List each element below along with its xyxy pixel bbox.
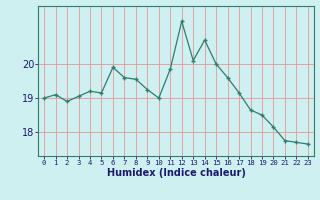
- X-axis label: Humidex (Indice chaleur): Humidex (Indice chaleur): [107, 168, 245, 178]
